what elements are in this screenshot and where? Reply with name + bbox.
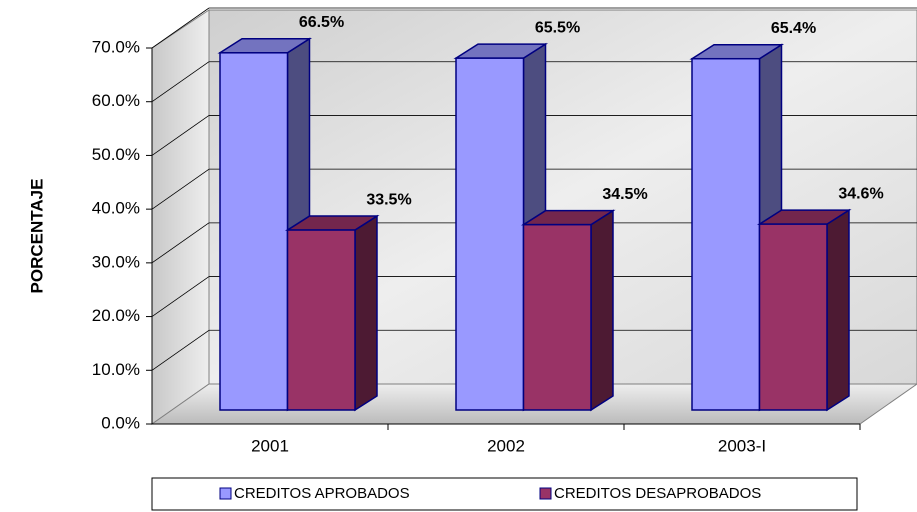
grid-line [151,115,210,156]
x-tick-label: 2003-I [718,436,766,455]
y-tick-label: 60.0% [92,91,140,110]
grid-line [151,276,210,317]
y-tick-label: 70.0% [92,37,140,56]
data-label: 34.6% [838,185,883,202]
y-tick-label: 50.0% [92,145,140,164]
y-tick-label: 0.0% [101,413,140,432]
legend-label: CREDITOS DESAPROBADOS [554,485,761,502]
bar-side [590,209,614,412]
y-axis-label: PORCENTAJE [27,179,46,294]
data-label: 33.5% [366,191,411,208]
data-label: 66.5% [299,14,344,31]
bar [691,57,761,411]
legend-label: CREDITOS APROBADOS [234,485,410,502]
grid-line [151,329,210,371]
y-tick-label: 30.0% [92,252,140,271]
legend [151,477,858,511]
grid-line [151,168,210,210]
y-tick-label: 10.0% [92,360,140,379]
bar [286,229,356,411]
y-tick-label: 20.0% [92,306,140,325]
data-label: 34.5% [602,186,647,203]
grid-line [151,7,210,49]
grid-line [151,222,210,264]
bar [219,52,289,411]
y-tick-label: 40.0% [92,199,140,218]
legend-swatch [219,487,232,500]
legend-swatch [539,487,552,500]
data-label: 65.4% [771,20,816,37]
side-wall [151,9,210,425]
bar [455,57,525,411]
x-tick-label: 2001 [251,436,289,455]
bar [522,223,592,411]
bar-side [354,214,378,412]
bar [758,223,828,411]
grid-line [151,61,210,103]
x-tick-label: 2002 [487,436,525,455]
data-label: 65.5% [535,19,580,36]
bar-side [826,208,850,412]
